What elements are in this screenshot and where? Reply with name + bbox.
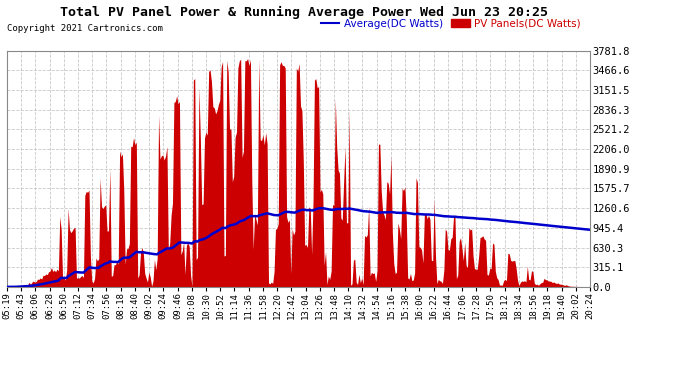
Legend: Average(DC Watts), PV Panels(DC Watts): Average(DC Watts), PV Panels(DC Watts) [317, 15, 584, 33]
Text: Total PV Panel Power & Running Average Power Wed Jun 23 20:25: Total PV Panel Power & Running Average P… [59, 6, 548, 19]
Text: Copyright 2021 Cartronics.com: Copyright 2021 Cartronics.com [7, 24, 163, 33]
